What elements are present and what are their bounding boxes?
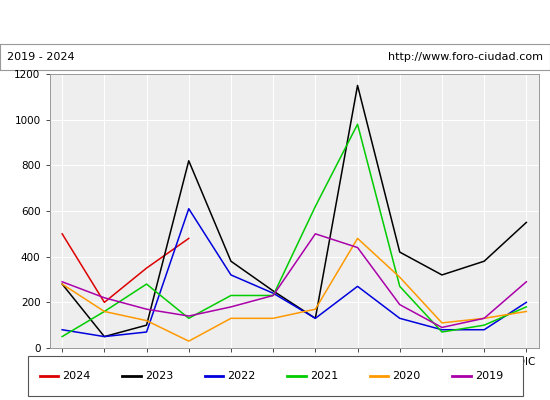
Text: 2020: 2020 <box>392 371 420 381</box>
Text: 2024: 2024 <box>62 371 91 381</box>
Text: 2021: 2021 <box>310 371 338 381</box>
Text: 2019: 2019 <box>475 371 503 381</box>
Text: 2023: 2023 <box>145 371 173 381</box>
Text: Evolucion Nº Turistas Nacionales en el municipio de Portezuelo: Evolucion Nº Turistas Nacionales en el m… <box>35 14 515 30</box>
FancyBboxPatch shape <box>28 356 522 396</box>
Text: 2019 - 2024: 2019 - 2024 <box>7 52 74 62</box>
Text: http://www.foro-ciudad.com: http://www.foro-ciudad.com <box>388 52 543 62</box>
Text: 2022: 2022 <box>227 371 256 381</box>
